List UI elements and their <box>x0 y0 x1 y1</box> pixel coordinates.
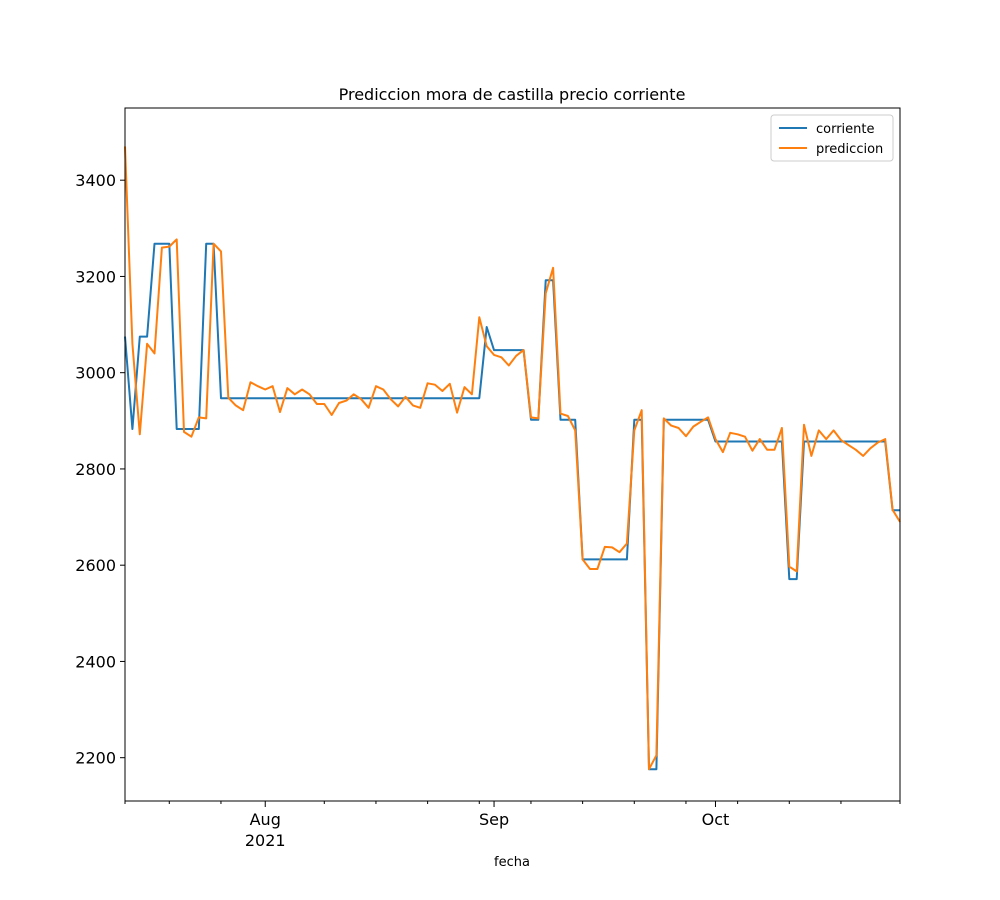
series-line-prediccion <box>124 146 901 771</box>
x-tick-label: Aug <box>250 810 281 829</box>
y-tick-label: 3400 <box>75 171 116 190</box>
x-axis: Aug 2021 Sep Oct <box>124 801 901 850</box>
y-tick-label: 2600 <box>75 556 116 575</box>
y-tick-label: 2400 <box>75 652 116 671</box>
legend-label-prediccion: prediccion <box>816 142 883 157</box>
legend: corriente prediccion <box>770 114 894 162</box>
y-axis: 2200 2400 2600 2800 3000 3200 3400 <box>75 171 125 768</box>
y-tick-label: 2800 <box>75 460 116 479</box>
y-tick-label: 3200 <box>75 267 116 286</box>
legend-box <box>770 114 894 162</box>
legend-label-corriente: corriente <box>816 122 875 137</box>
x-tick-label: Oct <box>702 810 730 829</box>
x-axis-label: fecha <box>494 855 530 870</box>
y-tick-label: 2200 <box>75 749 116 768</box>
series-line-corriente <box>124 242 900 771</box>
x-tick-sublabel: 2021 <box>245 831 286 850</box>
plot-frame <box>124 107 901 802</box>
series-layer <box>124 146 901 771</box>
y-tick-label: 3000 <box>75 364 116 383</box>
chart-title: Prediccion mora de castilla precio corri… <box>339 85 686 104</box>
x-tick-label: Sep <box>479 810 509 829</box>
